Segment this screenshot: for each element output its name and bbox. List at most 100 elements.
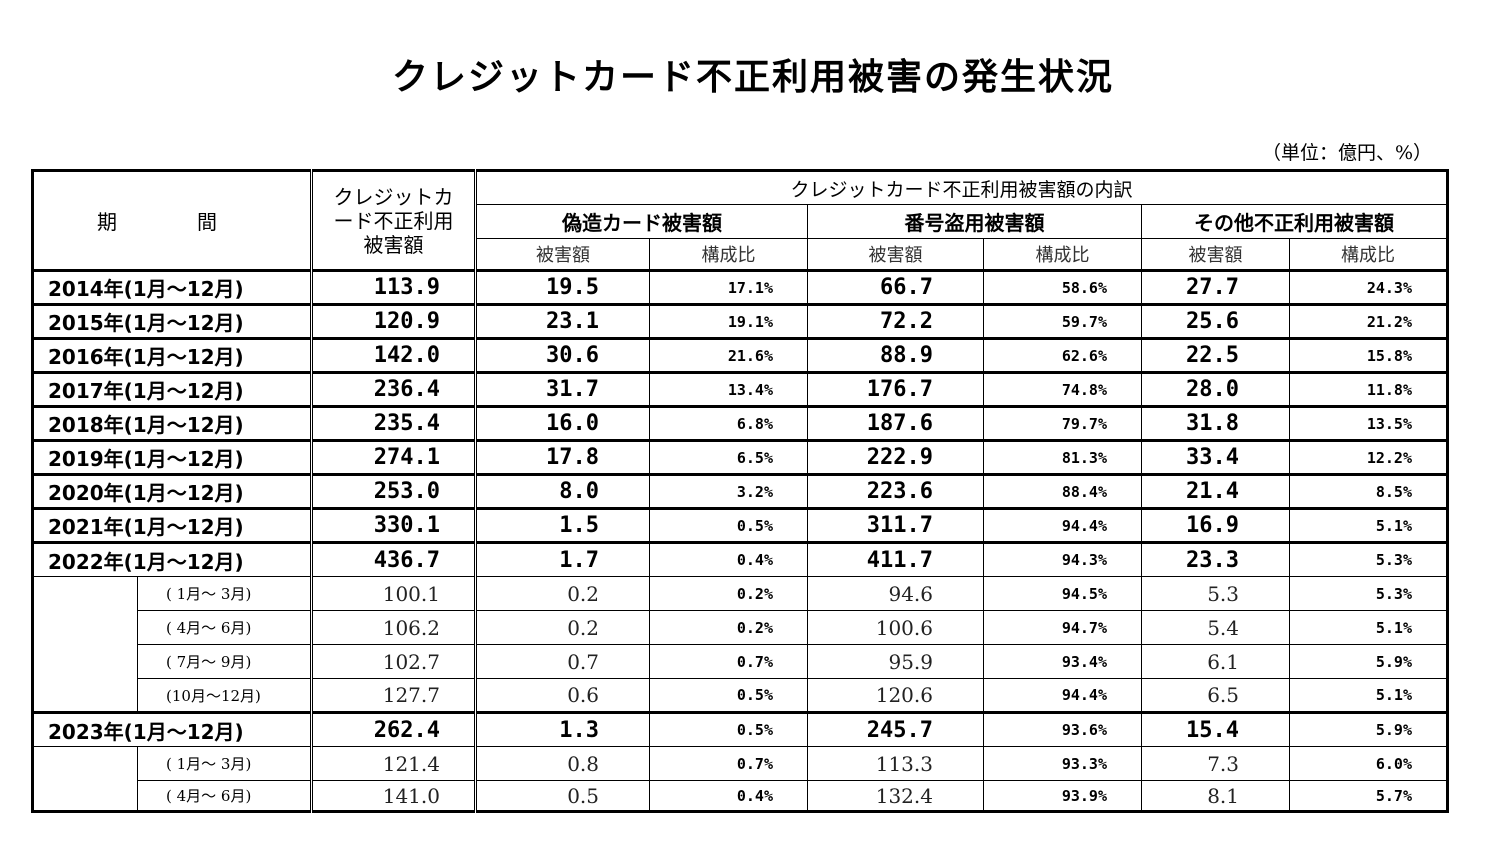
- number-theft-amount-cell: 311.7: [807, 507, 984, 543]
- period-cell: ( 1月～ 3月): [137, 746, 312, 781]
- counterfeit-ratio-cell: 0.7%: [649, 746, 808, 781]
- period-indent: [32, 746, 138, 781]
- other-ratio-cell: 5.9%: [1289, 644, 1448, 679]
- number-theft-amount-cell: 120.6: [807, 678, 984, 713]
- period-indent: [32, 678, 138, 713]
- other-amount-cell: 21.4: [1141, 473, 1290, 509]
- total-cell: 120.9: [310, 303, 477, 339]
- total-cell: 235.4: [310, 405, 477, 441]
- number-theft-ratio-cell: 93.9%: [983, 780, 1142, 812]
- table-row: ( 4月～ 6月) 141.0 0.5 0.4% 132.4 93.9% 8.1 5.7%: [32, 780, 1448, 812]
- counterfeit-amount-cell: 16.0: [475, 405, 650, 441]
- counterfeit-amount-cell: 0.5: [475, 780, 650, 812]
- total-cell: 121.4: [310, 746, 477, 781]
- period-cell: 2020年(1月～12月): [32, 473, 312, 509]
- other-amount-cell: 6.5: [1141, 678, 1290, 713]
- total-cell: 436.7: [310, 541, 477, 577]
- period-cell: 2015年(1月～12月): [32, 303, 312, 339]
- header-breakdown: クレジットカード不正利用被害額の内訳: [475, 170, 1448, 205]
- number-theft-ratio-cell: 81.3%: [983, 439, 1142, 475]
- table-row: ( 1月～ 3月) 100.1 0.2 0.2% 94.6 94.5% 5.3 5.3%: [32, 576, 1448, 611]
- counterfeit-amount-cell: 0.2: [475, 576, 650, 611]
- counterfeit-ratio-cell: 6.8%: [649, 405, 808, 441]
- other-amount-cell: 8.1: [1141, 780, 1290, 812]
- period-cell: 2014年(1月～12月): [32, 269, 312, 305]
- number-theft-amount-cell: 132.4: [807, 780, 984, 812]
- counterfeit-amount-cell: 0.2: [475, 610, 650, 645]
- header-amount: 被害額: [1141, 238, 1290, 271]
- period-indent: [32, 644, 138, 679]
- period-cell: 2023年(1月～12月): [32, 711, 312, 747]
- other-amount-cell: 6.1: [1141, 644, 1290, 679]
- other-ratio-cell: 5.1%: [1289, 610, 1448, 645]
- other-amount-cell: 23.3: [1141, 541, 1290, 577]
- number-theft-ratio-cell: 94.3%: [983, 541, 1142, 577]
- other-amount-cell: 5.3: [1141, 576, 1290, 611]
- period-cell: ( 4月～ 6月): [137, 780, 312, 812]
- period-cell: 2021年(1月～12月): [32, 507, 312, 543]
- other-ratio-cell: 12.2%: [1289, 439, 1448, 475]
- total-cell: 106.2: [310, 610, 477, 645]
- table-row: 2022年(1月～12月) 436.7 1.7 0.4% 411.7 94.3% 23.3 5…: [32, 541, 1448, 577]
- other-amount-cell: 33.4: [1141, 439, 1290, 475]
- other-amount-cell: 31.8: [1141, 405, 1290, 441]
- counterfeit-ratio-cell: 0.2%: [649, 576, 808, 611]
- header-amount: 被害額: [807, 238, 984, 271]
- other-ratio-cell: 24.3%: [1289, 269, 1448, 305]
- table-row: ( 1月～ 3月) 121.4 0.8 0.7% 113.3 93.3% 7.3 6.0%: [32, 746, 1448, 781]
- period-indent: [32, 780, 138, 812]
- counterfeit-ratio-cell: 21.6%: [649, 337, 808, 373]
- number-theft-ratio-cell: 62.6%: [983, 337, 1142, 373]
- counterfeit-amount-cell: 0.7: [475, 644, 650, 679]
- number-theft-amount-cell: 187.6: [807, 405, 984, 441]
- counterfeit-ratio-cell: 13.4%: [649, 371, 808, 407]
- table-row: 2015年(1月～12月) 120.9 23.1 19.1% 72.2 59.7% 25.6…: [32, 303, 1448, 339]
- counterfeit-amount-cell: 1.5: [475, 507, 650, 543]
- number-theft-amount-cell: 95.9: [807, 644, 984, 679]
- header-period: 期 間: [32, 170, 312, 271]
- counterfeit-ratio-cell: 0.5%: [649, 678, 808, 713]
- counterfeit-ratio-cell: 17.1%: [649, 269, 808, 305]
- other-ratio-cell: 15.8%: [1289, 337, 1448, 373]
- number-theft-ratio-cell: 94.4%: [983, 678, 1142, 713]
- counterfeit-ratio-cell: 6.5%: [649, 439, 808, 475]
- other-ratio-cell: 5.3%: [1289, 576, 1448, 611]
- other-amount-cell: 5.4: [1141, 610, 1290, 645]
- total-cell: 127.7: [310, 678, 477, 713]
- total-cell: 142.0: [310, 337, 477, 373]
- table-row: 2016年(1月～12月) 142.0 30.6 21.6% 88.9 62.6% 22.5…: [32, 337, 1448, 373]
- counterfeit-ratio-cell: 0.5%: [649, 711, 808, 747]
- period-cell: 2019年(1月～12月): [32, 439, 312, 475]
- total-cell: 236.4: [310, 371, 477, 407]
- number-theft-amount-cell: 66.7: [807, 269, 984, 305]
- page-title: クレジットカード不正利用被害の発生状況: [391, 57, 1114, 98]
- table-row: 2014年(1月～12月) 113.9 19.5 17.1% 66.7 58.6% 27.7…: [32, 269, 1448, 305]
- number-theft-amount-cell: 223.6: [807, 473, 984, 509]
- other-ratio-cell: 5.3%: [1289, 541, 1448, 577]
- table-row: 2017年(1月～12月) 236.4 31.7 13.4% 176.7 74.8% 28.…: [32, 371, 1448, 407]
- table-row: 2019年(1月～12月) 274.1 17.8 6.5% 222.9 81.3% 33.4…: [32, 439, 1448, 475]
- other-ratio-cell: 5.1%: [1289, 507, 1448, 543]
- fraud-damage-table: 期 間 クレジットカード不正利用被害額 クレジットカード不正利用被害額の内訳 偽…: [31, 169, 1449, 813]
- period-cell: ( 1月～ 3月): [137, 576, 312, 611]
- counterfeit-ratio-cell: 19.1%: [649, 303, 808, 339]
- table-row: (10月～12月) 127.7 0.6 0.5% 120.6 94.4% 6.5 5.1%: [32, 678, 1448, 713]
- number-theft-ratio-cell: 93.6%: [983, 711, 1142, 747]
- counterfeit-ratio-cell: 0.2%: [649, 610, 808, 645]
- header-total: クレジットカード不正利用被害額: [310, 170, 477, 271]
- number-theft-amount-cell: 113.3: [807, 746, 984, 781]
- total-cell: 274.1: [310, 439, 477, 475]
- table-row: 2023年(1月～12月) 262.4 1.3 0.5% 245.7 93.6% 15.4 5…: [32, 711, 1448, 747]
- other-amount-cell: 27.7: [1141, 269, 1290, 305]
- period-cell: 2016年(1月～12月): [32, 337, 312, 373]
- number-theft-ratio-cell: 94.4%: [983, 507, 1142, 543]
- counterfeit-ratio-cell: 0.4%: [649, 780, 808, 812]
- period-cell: 2017年(1月～12月): [32, 371, 312, 407]
- period-indent: [32, 610, 138, 645]
- counterfeit-amount-cell: 8.0: [475, 473, 650, 509]
- period-cell: 2018年(1月～12月): [32, 405, 312, 441]
- header-ratio: 構成比: [983, 238, 1142, 271]
- other-ratio-cell: 5.9%: [1289, 711, 1448, 747]
- other-ratio-cell: 8.5%: [1289, 473, 1448, 509]
- number-theft-ratio-cell: 74.8%: [983, 371, 1142, 407]
